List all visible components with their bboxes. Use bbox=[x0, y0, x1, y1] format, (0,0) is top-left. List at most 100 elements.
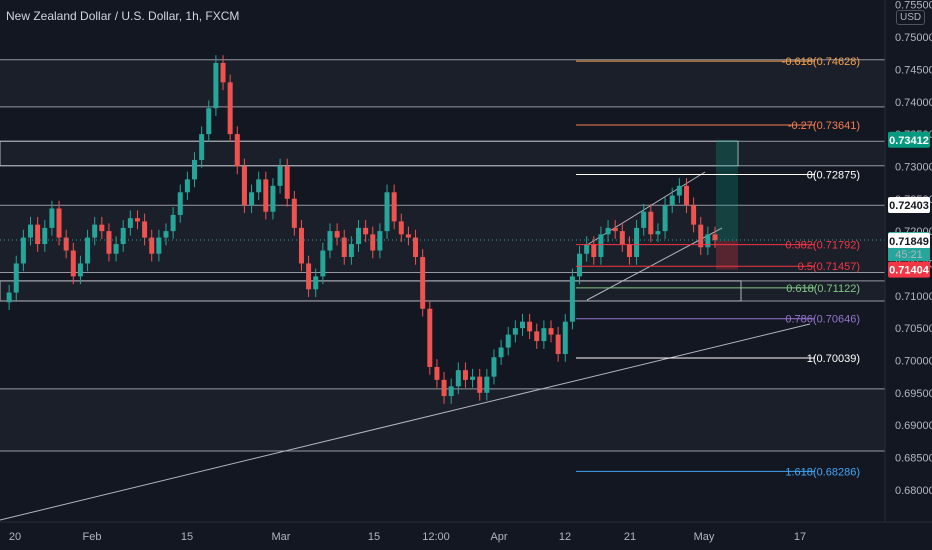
position-profit-zone bbox=[716, 139, 738, 241]
candle-body bbox=[70, 250, 76, 277]
y-tick-label: 0.70500 bbox=[895, 323, 932, 335]
candle-body bbox=[63, 237, 69, 251]
x-tick-label: 12:00 bbox=[422, 531, 450, 543]
candle-body bbox=[648, 211, 654, 235]
candle-body bbox=[170, 214, 176, 232]
time-axis[interactable]: 20 Feb 15 Mar 15 12:00 Apr 12 21 May 17 bbox=[0, 521, 932, 550]
price-series bbox=[0, 55, 885, 404]
long-term-trendline bbox=[0, 323, 811, 521]
candle-body bbox=[455, 370, 461, 387]
candle-body bbox=[413, 237, 419, 257]
candle-body bbox=[85, 237, 91, 264]
candle-body bbox=[35, 224, 41, 245]
candle-body bbox=[662, 205, 668, 232]
candle-body bbox=[6, 292, 12, 303]
y-tick-label: 0.69000 bbox=[895, 420, 932, 432]
candle-body bbox=[341, 237, 347, 257]
zone-fill bbox=[0, 389, 885, 451]
candle-body bbox=[698, 224, 704, 248]
x-tick-label: Mar bbox=[272, 531, 291, 543]
candle-body bbox=[534, 331, 540, 342]
candle-body bbox=[13, 263, 19, 293]
candle-body bbox=[348, 244, 354, 257]
candle-body bbox=[42, 227, 48, 245]
x-tick-label: 12 bbox=[559, 531, 571, 543]
time-axis-bg bbox=[0, 522, 932, 550]
candle-body bbox=[569, 276, 575, 322]
candle-body bbox=[334, 231, 340, 238]
fib-level-label: -0.618(0.74628) bbox=[782, 56, 860, 68]
candle-body bbox=[156, 237, 162, 254]
fib-level-label: 0.382(0.71792) bbox=[785, 240, 860, 252]
fibonacci-levels[interactable]: -0.618(0.74628) -0.27(0.73641) 0(0.72875) 0… bbox=[576, 56, 860, 478]
y-tick-label: 0.74500 bbox=[895, 64, 932, 76]
candle-body bbox=[49, 208, 55, 228]
y-tick-label: 0.69500 bbox=[895, 388, 932, 400]
candle-body bbox=[92, 224, 98, 238]
candle-body bbox=[163, 231, 169, 238]
price-badge-label: 0.71404 bbox=[889, 265, 930, 277]
candle-body bbox=[184, 179, 190, 193]
zone-fill bbox=[0, 60, 885, 107]
countdown-badge bbox=[888, 247, 930, 261]
x-tick-label: Apr bbox=[490, 531, 507, 543]
x-tick-label: 21 bbox=[624, 531, 636, 543]
candle-body bbox=[356, 227, 361, 245]
y-tick-label: 0.70000 bbox=[895, 355, 932, 367]
candle-body bbox=[28, 224, 34, 238]
candle-body bbox=[441, 379, 447, 397]
candle-body bbox=[448, 386, 454, 397]
candle-body bbox=[270, 185, 276, 212]
zone-box-upper bbox=[0, 140, 739, 167]
candle-body bbox=[284, 166, 290, 199]
candle-body bbox=[434, 366, 440, 380]
y-tick-label: 0.68500 bbox=[895, 452, 932, 464]
candle-body bbox=[598, 234, 604, 257]
fib-level-label: -0.27(0.73641) bbox=[788, 120, 860, 132]
candle-body bbox=[20, 237, 26, 264]
y-tick-label: 0.74000 bbox=[895, 97, 932, 109]
long-position-tool[interactable] bbox=[716, 139, 738, 270]
candle-body bbox=[641, 211, 647, 228]
candle-body bbox=[491, 357, 497, 377]
x-tick-label: 20 bbox=[9, 531, 21, 543]
candle-body bbox=[398, 221, 404, 235]
candle-body bbox=[612, 227, 618, 232]
candle-body bbox=[77, 263, 83, 277]
candle-body bbox=[127, 218, 133, 228]
candle-body bbox=[142, 221, 148, 238]
candle-body bbox=[120, 227, 126, 245]
candle-body bbox=[206, 108, 212, 135]
price-axis[interactable]: 0.755000.750000.745000.740000.735000.730… bbox=[884, 0, 932, 550]
candle-body bbox=[263, 179, 269, 212]
candle-body bbox=[577, 253, 583, 277]
candle-body bbox=[56, 208, 62, 238]
fib-level-label: 0.786(0.70646) bbox=[785, 314, 860, 326]
candle-body bbox=[213, 62, 219, 109]
price-badge bbox=[888, 131, 930, 148]
candle-body bbox=[683, 185, 689, 206]
candle-body bbox=[227, 82, 233, 135]
candle-body bbox=[327, 231, 333, 251]
candle-body bbox=[584, 244, 590, 254]
candle-body bbox=[134, 218, 140, 222]
price-badge bbox=[888, 232, 930, 249]
y-tick-label: 0.68000 bbox=[895, 485, 932, 497]
candle-body bbox=[306, 263, 312, 290]
candle-body bbox=[298, 227, 304, 264]
candle-body bbox=[377, 231, 383, 251]
candle-body bbox=[177, 192, 183, 215]
candle-body bbox=[477, 376, 483, 393]
candle-body bbox=[462, 370, 468, 380]
candle-body bbox=[320, 250, 326, 277]
candle-body bbox=[427, 308, 433, 367]
candle-body bbox=[291, 198, 297, 228]
candle-body bbox=[691, 205, 697, 225]
currency-label[interactable]: USD bbox=[896, 10, 926, 25]
candle-body bbox=[541, 328, 547, 342]
candle-body bbox=[519, 321, 525, 329]
candle-body bbox=[241, 166, 247, 206]
candle-body bbox=[420, 256, 426, 309]
zone-fill bbox=[0, 141, 885, 166]
